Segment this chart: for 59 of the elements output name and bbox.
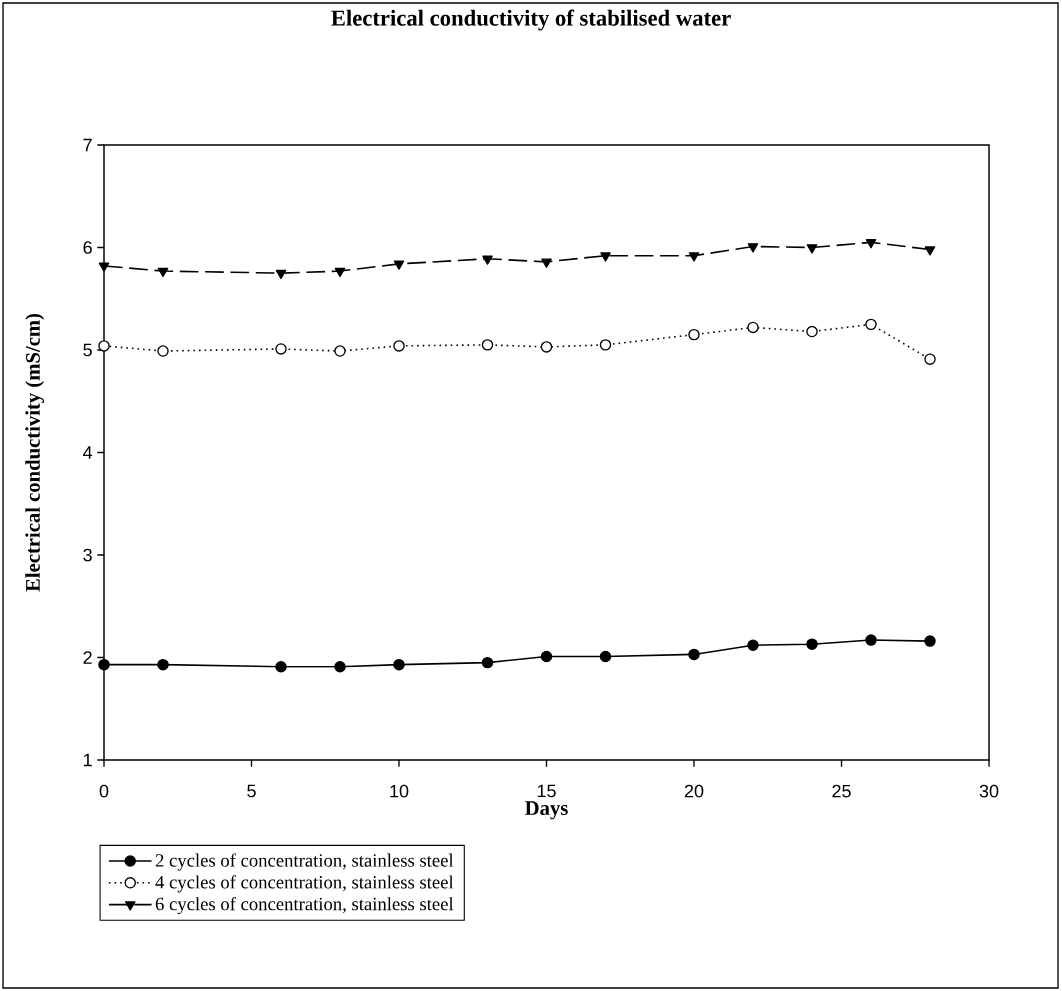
x-axis-title: Days: [525, 801, 568, 820]
legend-label: 6 cycles of concentration, stainless steel: [155, 897, 454, 915]
point: [482, 255, 493, 265]
point: [393, 260, 405, 270]
point: [688, 328, 700, 341]
x-tick-label: 25: [832, 784, 851, 798]
point: [540, 650, 553, 663]
point: [540, 341, 553, 353]
y-tick-label: 2: [83, 651, 92, 664]
legend-label: 2 cycles of concentration, stainless steel: [155, 853, 454, 871]
point: [806, 325, 818, 338]
point: [393, 340, 405, 352]
x-tick-label: 15: [537, 784, 556, 798]
x-tick-label: 10: [390, 784, 409, 798]
point: [334, 345, 346, 357]
point: [924, 635, 936, 647]
y-tick-label: 7: [83, 138, 92, 152]
point: [599, 339, 612, 351]
point: [157, 658, 169, 671]
point: [275, 660, 287, 673]
point: [599, 650, 612, 663]
x-tick-label: 0: [99, 784, 109, 798]
y-tick-label: 5: [83, 343, 92, 357]
x-tick-label: 5: [247, 784, 256, 798]
point: [541, 258, 552, 268]
y-tick-label: 3: [83, 548, 92, 562]
point: [98, 658, 110, 671]
y-tick-label: 4: [83, 446, 93, 459]
point: [747, 321, 759, 334]
point: [865, 318, 877, 331]
point: [481, 656, 494, 669]
point: [924, 353, 936, 365]
point: [334, 660, 346, 673]
y-axis-title: Electrical conductivity (mS/cm): [25, 313, 45, 592]
point: [98, 262, 110, 272]
point: [747, 243, 759, 253]
point: [157, 345, 169, 357]
chart-title: Electrical conductivity of stabilised water: [331, 9, 731, 31]
point: [865, 634, 877, 646]
point: [157, 267, 169, 278]
point: [747, 639, 759, 651]
point: [481, 339, 494, 351]
point: [275, 269, 287, 280]
y-tick-label: 6: [83, 241, 92, 254]
point: [98, 340, 110, 352]
legend-label: 4 cycles of concentration, stainless steel: [155, 875, 454, 893]
y-tick-label: 1: [83, 753, 92, 767]
point: [334, 267, 346, 278]
point: [600, 252, 611, 262]
point: [393, 658, 405, 671]
point: [806, 638, 818, 650]
point: [865, 239, 877, 249]
x-tick-label: 20: [684, 784, 704, 798]
point: [688, 252, 700, 262]
point: [924, 246, 936, 256]
point: [688, 648, 700, 661]
x-tick-label: 30: [979, 784, 999, 798]
point: [806, 244, 818, 254]
point: [275, 343, 287, 355]
